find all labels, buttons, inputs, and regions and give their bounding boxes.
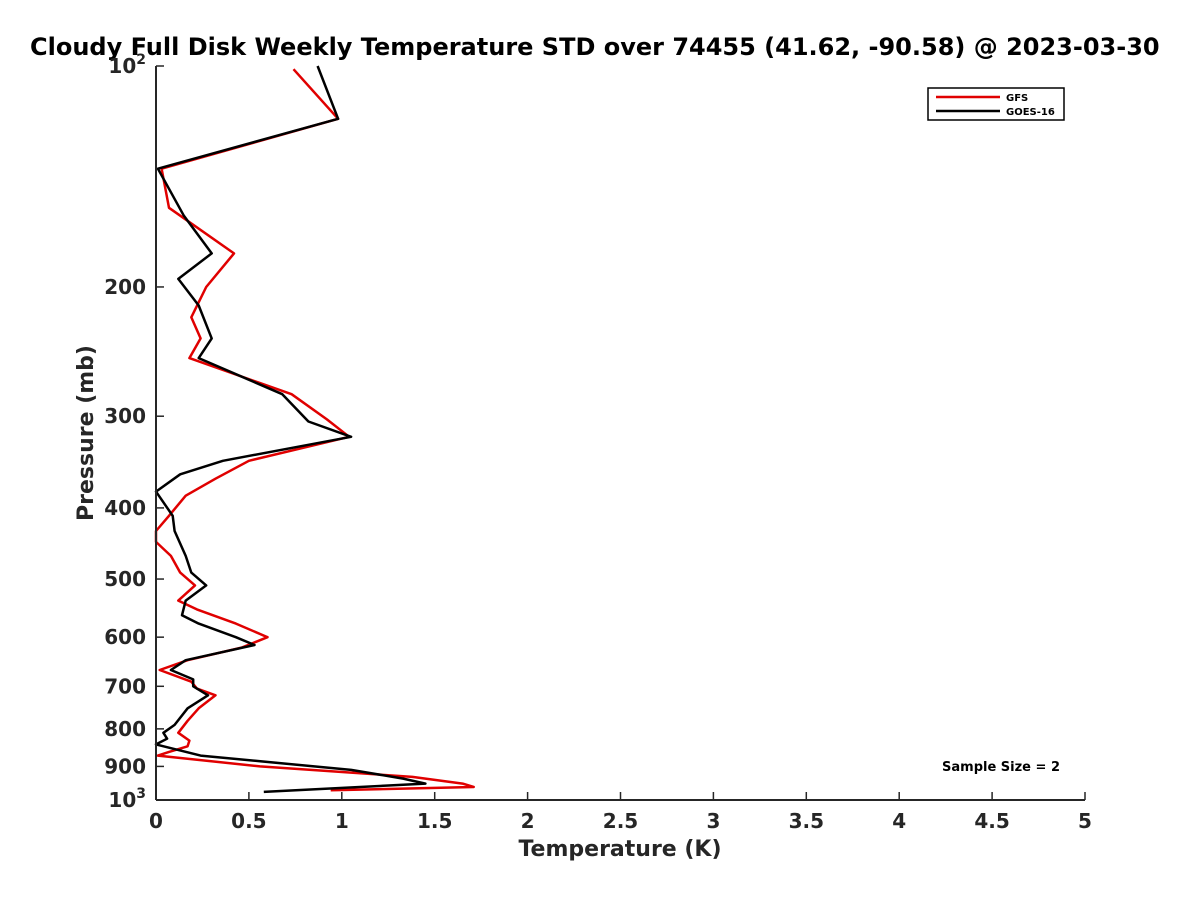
x-axis-label: Temperature (K) xyxy=(518,837,721,862)
y-tick-label: 300 xyxy=(104,404,146,428)
x-ticks-layer: 0 0.5 1 1.5 2 2.5 3 3.5 4 4.5 5 xyxy=(149,792,1092,833)
y-tick-label: 500 xyxy=(104,567,146,591)
y-tick-label: 700 xyxy=(104,674,146,698)
x-tick-label: 1.5 xyxy=(417,809,452,833)
x-tick-label: 0.5 xyxy=(231,809,266,833)
x-tick-label: 3 xyxy=(706,809,720,833)
y-tick-label: 200 xyxy=(104,275,146,299)
x-tick-label: 4 xyxy=(892,809,906,833)
sample-size-annotation: Sample Size = 2 xyxy=(942,760,1060,775)
legend: GFS GOES-16 xyxy=(927,87,1065,121)
x-tick-label: 1 xyxy=(335,809,349,833)
series-line-gfs xyxy=(154,68,475,792)
x-tick-label: 3.5 xyxy=(789,809,824,833)
legend-box xyxy=(927,87,1065,121)
y-tick-label: 400 xyxy=(104,496,146,520)
y-axis-label: Pressure (mb) xyxy=(74,345,99,521)
chart-title: Cloudy Full Disk Weekly Temperature STD … xyxy=(30,33,1160,61)
series-layer xyxy=(154,65,475,794)
y-tick-label: 600 xyxy=(104,625,146,649)
x-tick-label: 0 xyxy=(149,809,163,833)
y-tick-label: 800 xyxy=(104,717,146,741)
x-tick-label: 2.5 xyxy=(603,809,638,833)
x-tick-label: 2 xyxy=(521,809,535,833)
y-tick-label: 102 xyxy=(108,52,146,78)
x-tick-label: 4.5 xyxy=(974,809,1009,833)
y-tick-label: 103 xyxy=(108,786,146,812)
legend-label-gfs: GFS xyxy=(1006,93,1028,104)
series-line-goes16 xyxy=(154,65,427,794)
y-ticks-layer: 102 200 300 400 500 600 700 800 900 103 xyxy=(104,52,164,812)
legend-label-goes16: GOES-16 xyxy=(1006,107,1055,118)
y-tick-label: 900 xyxy=(104,754,146,778)
x-tick-label: 5 xyxy=(1078,809,1092,833)
